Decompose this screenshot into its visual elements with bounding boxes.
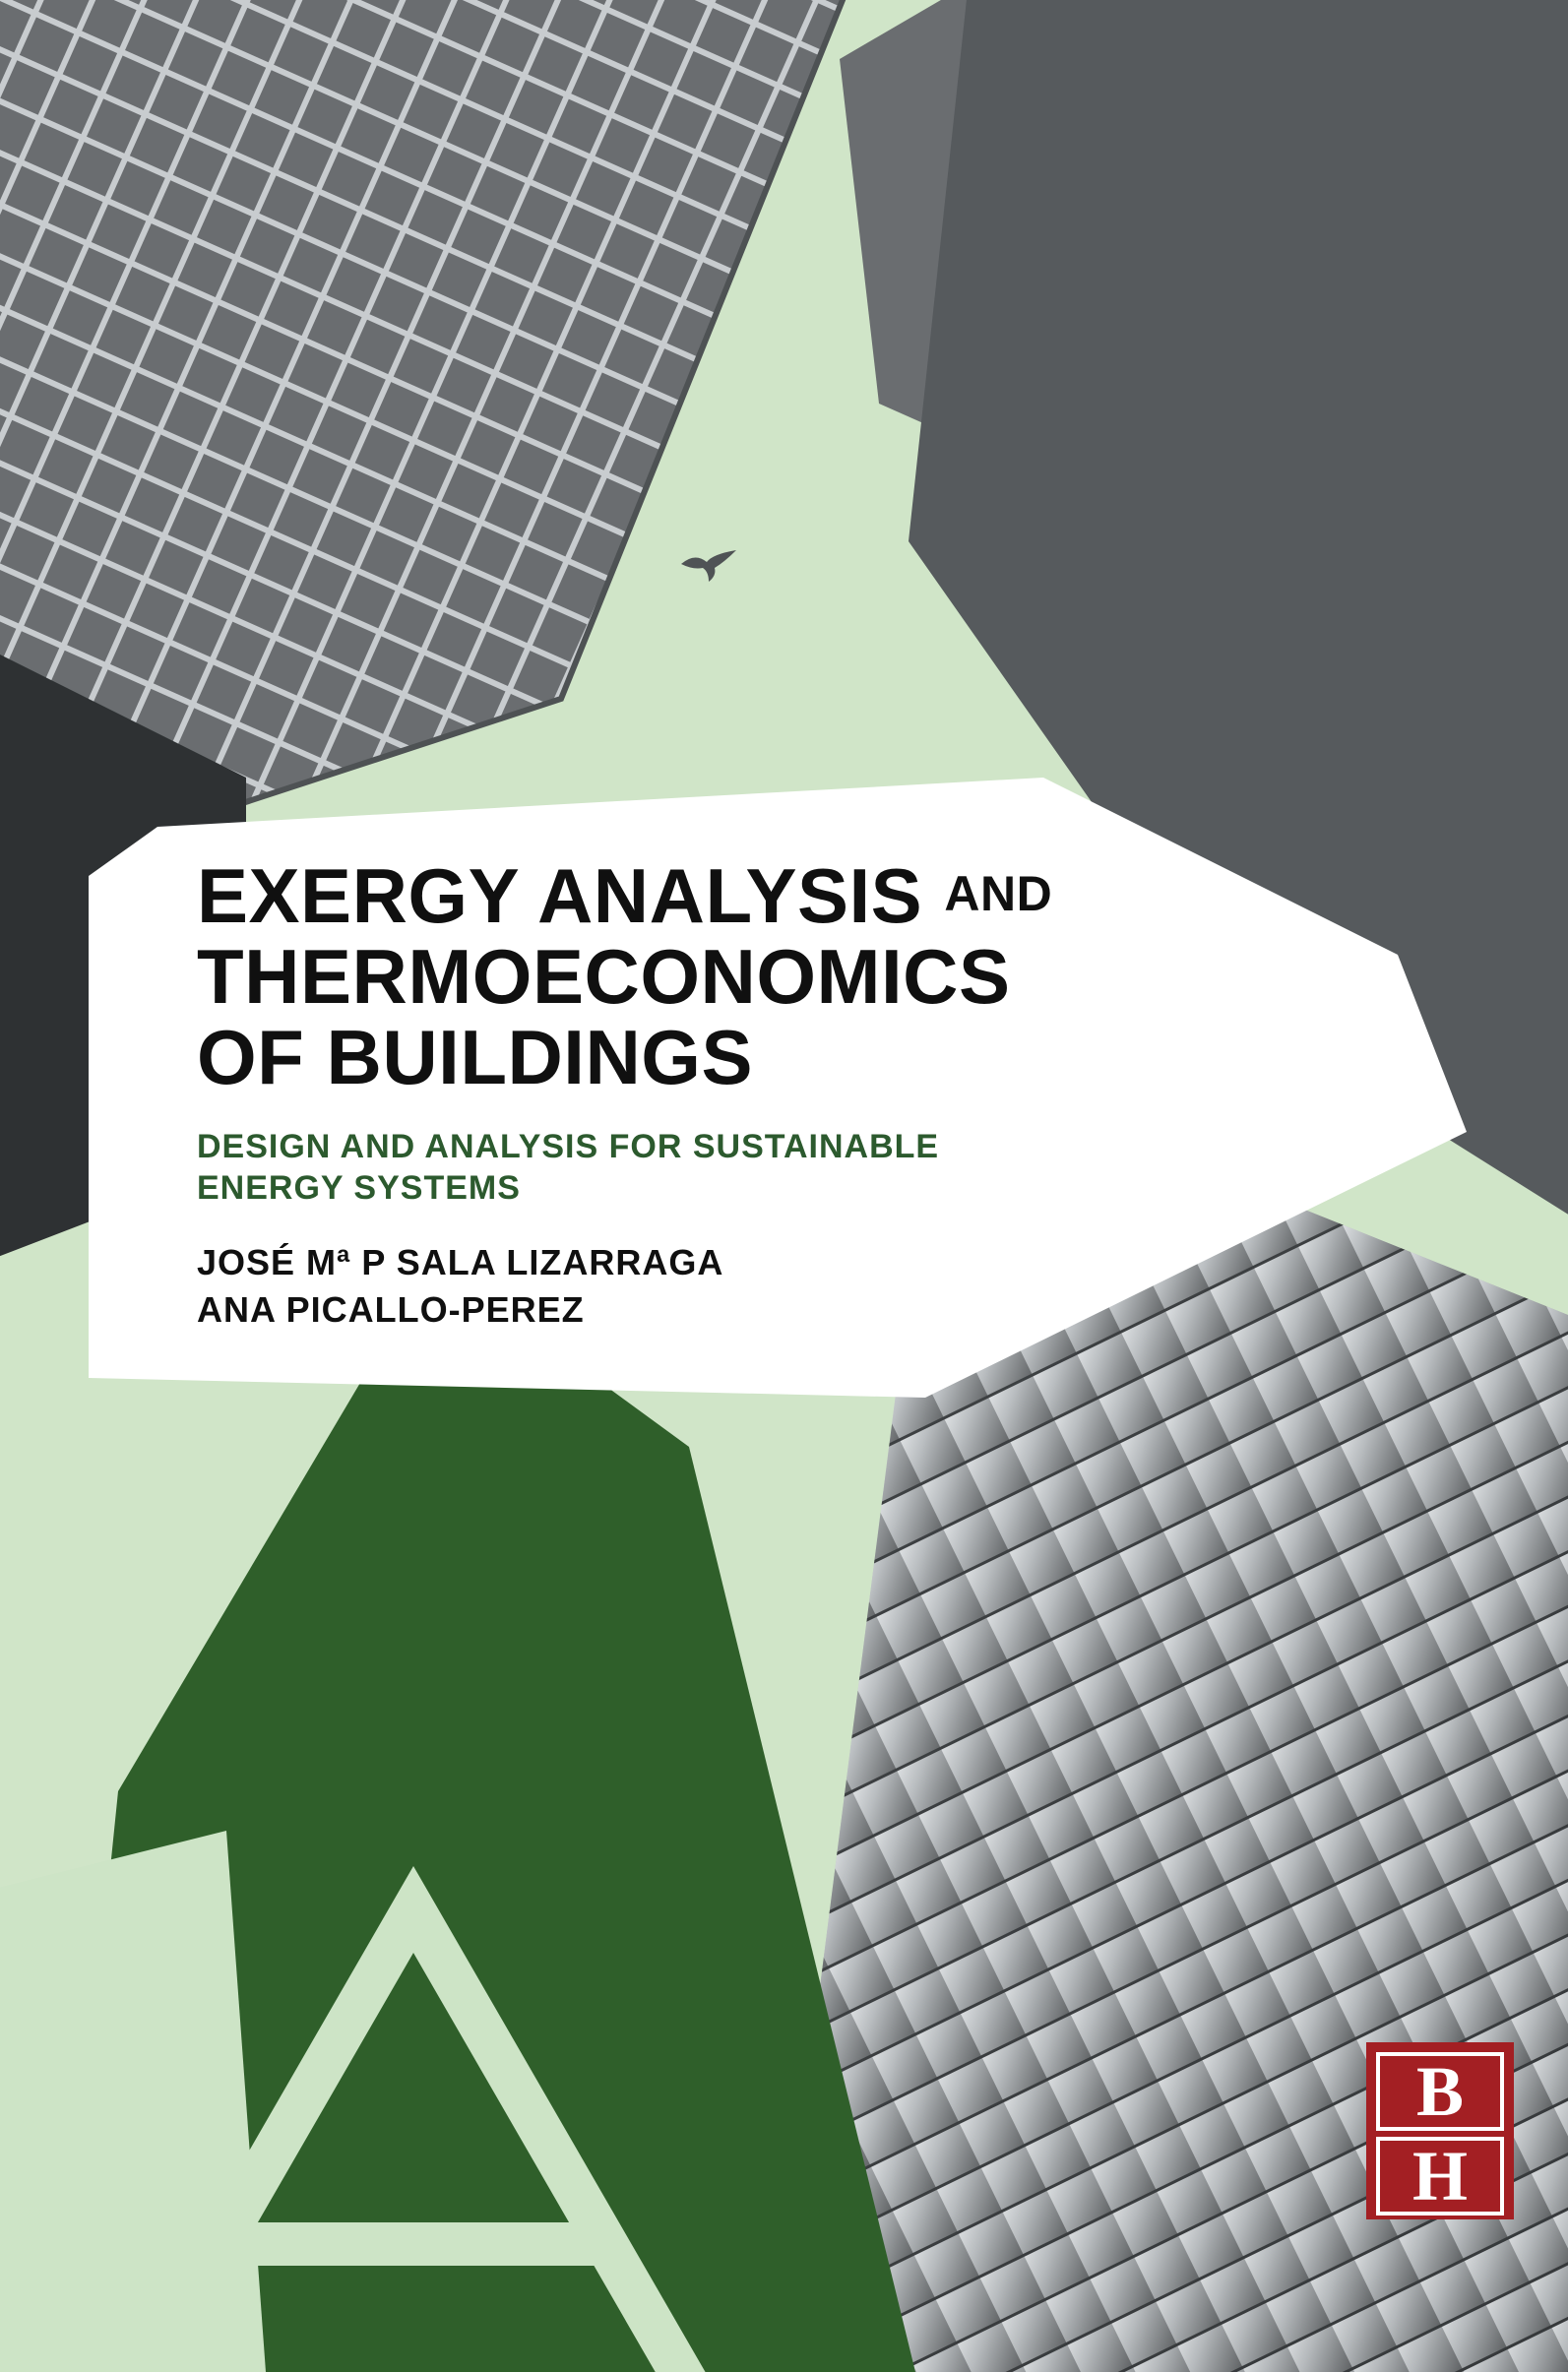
- author-2: ANA PICALLO-PEREZ: [197, 1289, 585, 1330]
- book-title: EXERGY ANALYSIS AND THERMOECONOMICS OF B…: [197, 856, 1083, 1098]
- authors: JOSÉ Mª P SALA LIZARRAGA ANA PICALLO-PER…: [197, 1239, 1083, 1335]
- publisher-logo-top-letter: B: [1376, 2052, 1504, 2131]
- building-bottom-pale-green: [0, 1831, 266, 2372]
- title-and: AND: [944, 866, 1052, 921]
- title-line-1a: EXERGY ANALYSIS: [197, 852, 922, 939]
- publisher-logo: B H: [1366, 2042, 1514, 2219]
- bird-icon: [679, 546, 738, 586]
- title-block: EXERGY ANALYSIS AND THERMOECONOMICS OF B…: [197, 856, 1083, 1335]
- book-subtitle: DESIGN AND ANALYSIS FOR SUSTAINABLE ENER…: [197, 1126, 1083, 1210]
- author-1: JOSÉ Mª P SALA LIZARRAGA: [197, 1242, 723, 1282]
- publisher-logo-bottom-letter: H: [1376, 2137, 1504, 2216]
- title-line-3: OF BUILDINGS: [197, 1014, 753, 1100]
- title-line-2: THERMOECONOMICS: [197, 933, 1011, 1020]
- subtitle-line-1: DESIGN AND ANALYSIS FOR SUSTAINABLE: [197, 1128, 939, 1165]
- subtitle-line-2: ENERGY SYSTEMS: [197, 1169, 521, 1207]
- book-cover: EXERGY ANALYSIS AND THERMOECONOMICS OF B…: [0, 0, 1568, 2362]
